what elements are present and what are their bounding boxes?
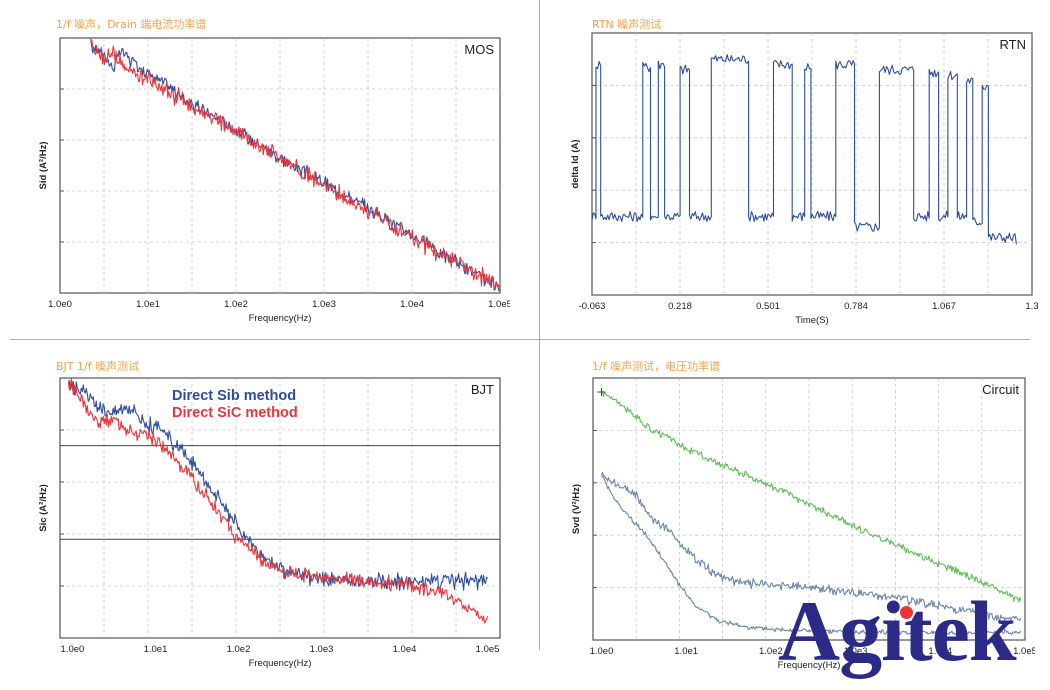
bjt-xtick-label: 1.0e5	[476, 644, 500, 655]
rtn-series-rtn	[591, 54, 1017, 245]
bjt-series-direct-sic-method	[67, 378, 489, 624]
bjt-legend-entry: Direct SiC method	[172, 405, 298, 421]
mos-xtick-label: 1.0e2	[224, 299, 248, 310]
circuit-tag: Circuit	[982, 382, 1019, 397]
bjt-legend-entry: Direct Sib method	[172, 388, 296, 404]
mos-noise-chart: 1.0e0 1.0e1 1.0e2 1.0e3 1.0e4 1.0e5 Frequency(…	[38, 37, 510, 324]
rtn-noise-chart: -0.063 0.218 0.501 0.784 1.067 1.3 Time(S) delt…	[570, 32, 1039, 326]
bjt-ylabel: Sic (A²/Hz)	[38, 484, 49, 532]
caption-circuit: 1/f 噪声测试，电压功率谱	[592, 360, 721, 373]
circuit-series-green	[601, 389, 1022, 603]
agitek-logo-text: Agitek	[778, 583, 1017, 679]
circuit-series-steel-1	[600, 471, 1022, 622]
rtn-xtick-label: 0.784	[844, 301, 868, 312]
rtn-ylabel: delta Id (A)	[570, 139, 581, 188]
circuit-ylabel: Svd (V²/Hz)	[571, 484, 582, 534]
mos-tag: MOS	[464, 42, 494, 57]
mos-xtick-label: 1.0e4	[400, 299, 424, 310]
bjt-xtick-label: 1.0e3	[310, 644, 334, 655]
bjt-xtick-label: 1.0e1	[144, 644, 168, 655]
bjt-xtick-label: 1.0e2	[227, 644, 251, 655]
circuit-xtick-label: 1.0e1	[674, 646, 698, 657]
vertical-divider	[539, 0, 540, 650]
mos-xtick-label: 1.0e5	[488, 299, 510, 310]
mos-xtick-label: 1.0e3	[312, 299, 336, 310]
bjt-xlabel: Frequency(Hz)	[249, 658, 312, 669]
circuit-series-steel-2	[601, 475, 1022, 636]
mos-xlabel: Frequency(Hz)	[249, 313, 312, 324]
logo-dot	[900, 606, 913, 619]
bjt-xtick-label: 1.0e4	[393, 644, 417, 655]
bjt-xtick-label: 1.0e0	[61, 644, 85, 655]
agitek-logo: Agitek	[778, 588, 1017, 674]
rtn-xtick-label: 0.501	[756, 301, 780, 312]
circuit-xtick-label: 1.0e0	[590, 646, 614, 657]
bjt-series-direct-sib-method	[68, 380, 488, 591]
caption-rtn: RTN 噪声测试	[592, 18, 662, 31]
rtn-xtick-label: -0.063	[579, 301, 606, 312]
caption-bjt: BJT 1/f 噪声测试	[56, 360, 140, 373]
bjt-tag: BJT	[471, 382, 494, 397]
rtn-xlabel: Time(S)	[795, 315, 828, 326]
caption-mos: 1/f 噪声，Drain 端电流功率谱	[56, 18, 207, 31]
mos-xtick-label: 1.0e0	[48, 299, 72, 310]
mos-series-red	[90, 39, 501, 289]
circuit-xtick-label: 1.0e4	[928, 646, 952, 657]
mos-ylabel: Sid (A²/Hz)	[38, 141, 49, 189]
circuit-noise-chart: 1.0e0 1.0e1 1.0e2 1.0e3 1.0e4 1.0e5 Frequency(…	[571, 377, 1035, 671]
mos-xtick-label: 1.0e1	[136, 299, 160, 310]
circuit-xtick-label: 1.0e2	[759, 646, 783, 657]
rtn-tag: RTN	[1000, 37, 1026, 52]
circuit-xtick-label: 1.0e3	[844, 646, 868, 657]
bjt-noise-chart: 1.0e0 1.0e1 1.0e2 1.0e3 1.0e4 1.0e5 Frequency(…	[38, 377, 501, 669]
rtn-xtick-label: 1.3	[1025, 301, 1038, 312]
rtn-xtick-label: 0.218	[668, 301, 692, 312]
rtn-xtick-label: 1.067	[932, 301, 956, 312]
circuit-xlabel: Frequency(Hz)	[778, 660, 841, 671]
circuit-xtick-label: 1.0e5	[1013, 646, 1035, 657]
horizontal-divider	[10, 339, 1030, 340]
